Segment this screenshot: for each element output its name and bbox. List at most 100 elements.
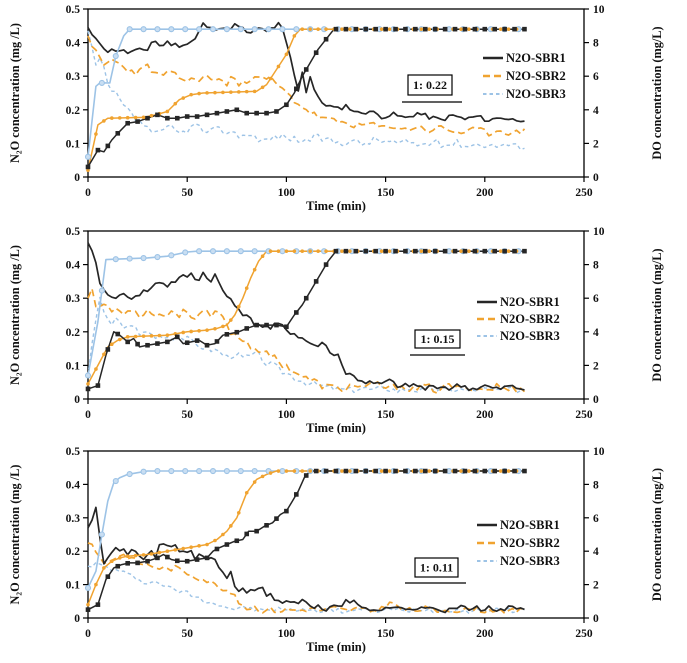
right-axis-title: DO concentration (mg/L) <box>650 26 664 159</box>
legend-label: N2O-SBR2 <box>500 312 560 326</box>
series-line-n2o-sbr2 <box>87 542 526 615</box>
marker-square <box>363 468 369 474</box>
marker-dot <box>300 27 305 31</box>
marker-dot <box>387 469 392 473</box>
marker-square <box>303 473 309 478</box>
right-tick-label: 0 <box>593 172 599 184</box>
marker-square <box>522 26 527 32</box>
marker-square <box>432 26 438 32</box>
series-line-n2o-sbr2 <box>87 287 526 394</box>
x-tick-label: 100 <box>278 628 296 640</box>
marker-dot <box>165 549 170 553</box>
marker-circle <box>251 248 258 255</box>
marker-dot <box>94 367 98 371</box>
x-tick-label: 50 <box>181 187 193 199</box>
marker-square <box>462 248 468 254</box>
legend: N2O-SBR1 N2O-SBR2 N2O-SBR3 <box>483 51 566 101</box>
marker-dot <box>165 109 170 114</box>
marker-square <box>442 248 448 254</box>
marker-circle <box>196 26 203 33</box>
marker-square <box>482 468 488 474</box>
marker-dot <box>149 334 154 338</box>
marker-circle <box>182 26 189 33</box>
marker-square <box>254 110 259 116</box>
legend-item-n2o-sbr2: N2O-SBR2 <box>477 536 560 550</box>
marker-circle <box>154 467 161 475</box>
marker-square <box>393 26 398 32</box>
chart-block-ratio-022: 0 50 100 150 200 250 0 0.1 0.2 0.3 0.4 0.5 0 2 4 6 8 10 Ti… <box>0 0 687 220</box>
x-tick-label: 0 <box>85 628 91 640</box>
marker-circle <box>223 467 230 475</box>
marker-dot <box>300 249 305 253</box>
right-axis-title: DO concentration (mg/L) <box>650 468 664 601</box>
marker-square <box>333 468 339 474</box>
marker-square <box>194 114 200 119</box>
marker-dot <box>197 328 201 333</box>
marker-dot <box>173 548 178 552</box>
series-line-n2o-sbr2 <box>87 35 526 137</box>
marker-dot <box>221 532 225 537</box>
marker-square <box>383 468 388 474</box>
marker-dot <box>268 471 273 475</box>
marker-square <box>383 26 388 32</box>
marker-dot <box>173 101 178 106</box>
series-line-do-sbr1 <box>87 28 525 168</box>
marker-square <box>363 26 369 32</box>
marker-dot <box>340 27 344 31</box>
marker-dot <box>149 552 154 556</box>
marker-dot <box>467 27 471 31</box>
x-tick-label: 100 <box>278 187 296 199</box>
marker-dot <box>268 249 273 253</box>
marker-square <box>125 120 130 126</box>
marker-circle <box>237 26 244 33</box>
marker-circle <box>265 26 272 33</box>
marker-square <box>214 546 220 552</box>
marker-dot <box>498 249 503 253</box>
marker-square <box>492 468 498 474</box>
legend-item-n2o-sbr1: N2O-SBR1 <box>477 518 560 532</box>
marker-dot <box>427 249 432 253</box>
marker-square <box>393 468 398 474</box>
marker-square <box>274 516 279 521</box>
marker-dot <box>387 249 392 253</box>
left-tick-label: 0.5 <box>66 446 81 458</box>
marker-square <box>174 334 180 340</box>
marker-dot <box>181 330 186 335</box>
marker-dot <box>300 469 305 473</box>
marker-dot <box>125 554 130 559</box>
right-tick-label: 4 <box>593 546 599 558</box>
left-tick-label: 0.2 <box>66 105 81 117</box>
left-tick-label: 0.5 <box>66 226 81 238</box>
marker-square <box>343 468 349 474</box>
marker-square <box>214 339 220 344</box>
legend: N2O-SBR1 N2O-SBR2 N2O-SBR3 <box>477 295 560 343</box>
series-line-do-sbr2 <box>87 250 525 385</box>
marker-circle <box>223 248 230 255</box>
left-tick-label: 0 <box>74 394 80 406</box>
marker-dot <box>110 116 114 120</box>
marker-dot <box>292 34 297 38</box>
marker-dot <box>379 27 384 31</box>
marker-square <box>284 102 289 108</box>
marker-square <box>472 468 478 474</box>
marker-dot <box>284 469 289 473</box>
marker-square <box>303 295 309 301</box>
marker-dot <box>213 326 217 331</box>
marker-square <box>115 131 121 136</box>
right-tick-label: 10 <box>593 4 605 16</box>
marker-dot <box>221 324 225 329</box>
marker-square <box>482 26 488 32</box>
marker-square <box>333 248 339 254</box>
marker-square <box>145 342 150 348</box>
marker-circle <box>196 248 203 255</box>
marker-square <box>115 331 121 337</box>
annotation-box <box>414 557 459 578</box>
marker-circle <box>112 256 119 263</box>
plot-frame <box>87 8 585 178</box>
marker-square <box>165 115 170 121</box>
marker-dot <box>459 249 463 253</box>
left-tick-label: 0 <box>74 613 80 625</box>
marker-square <box>323 262 329 267</box>
x-tick-label: 200 <box>476 628 494 640</box>
